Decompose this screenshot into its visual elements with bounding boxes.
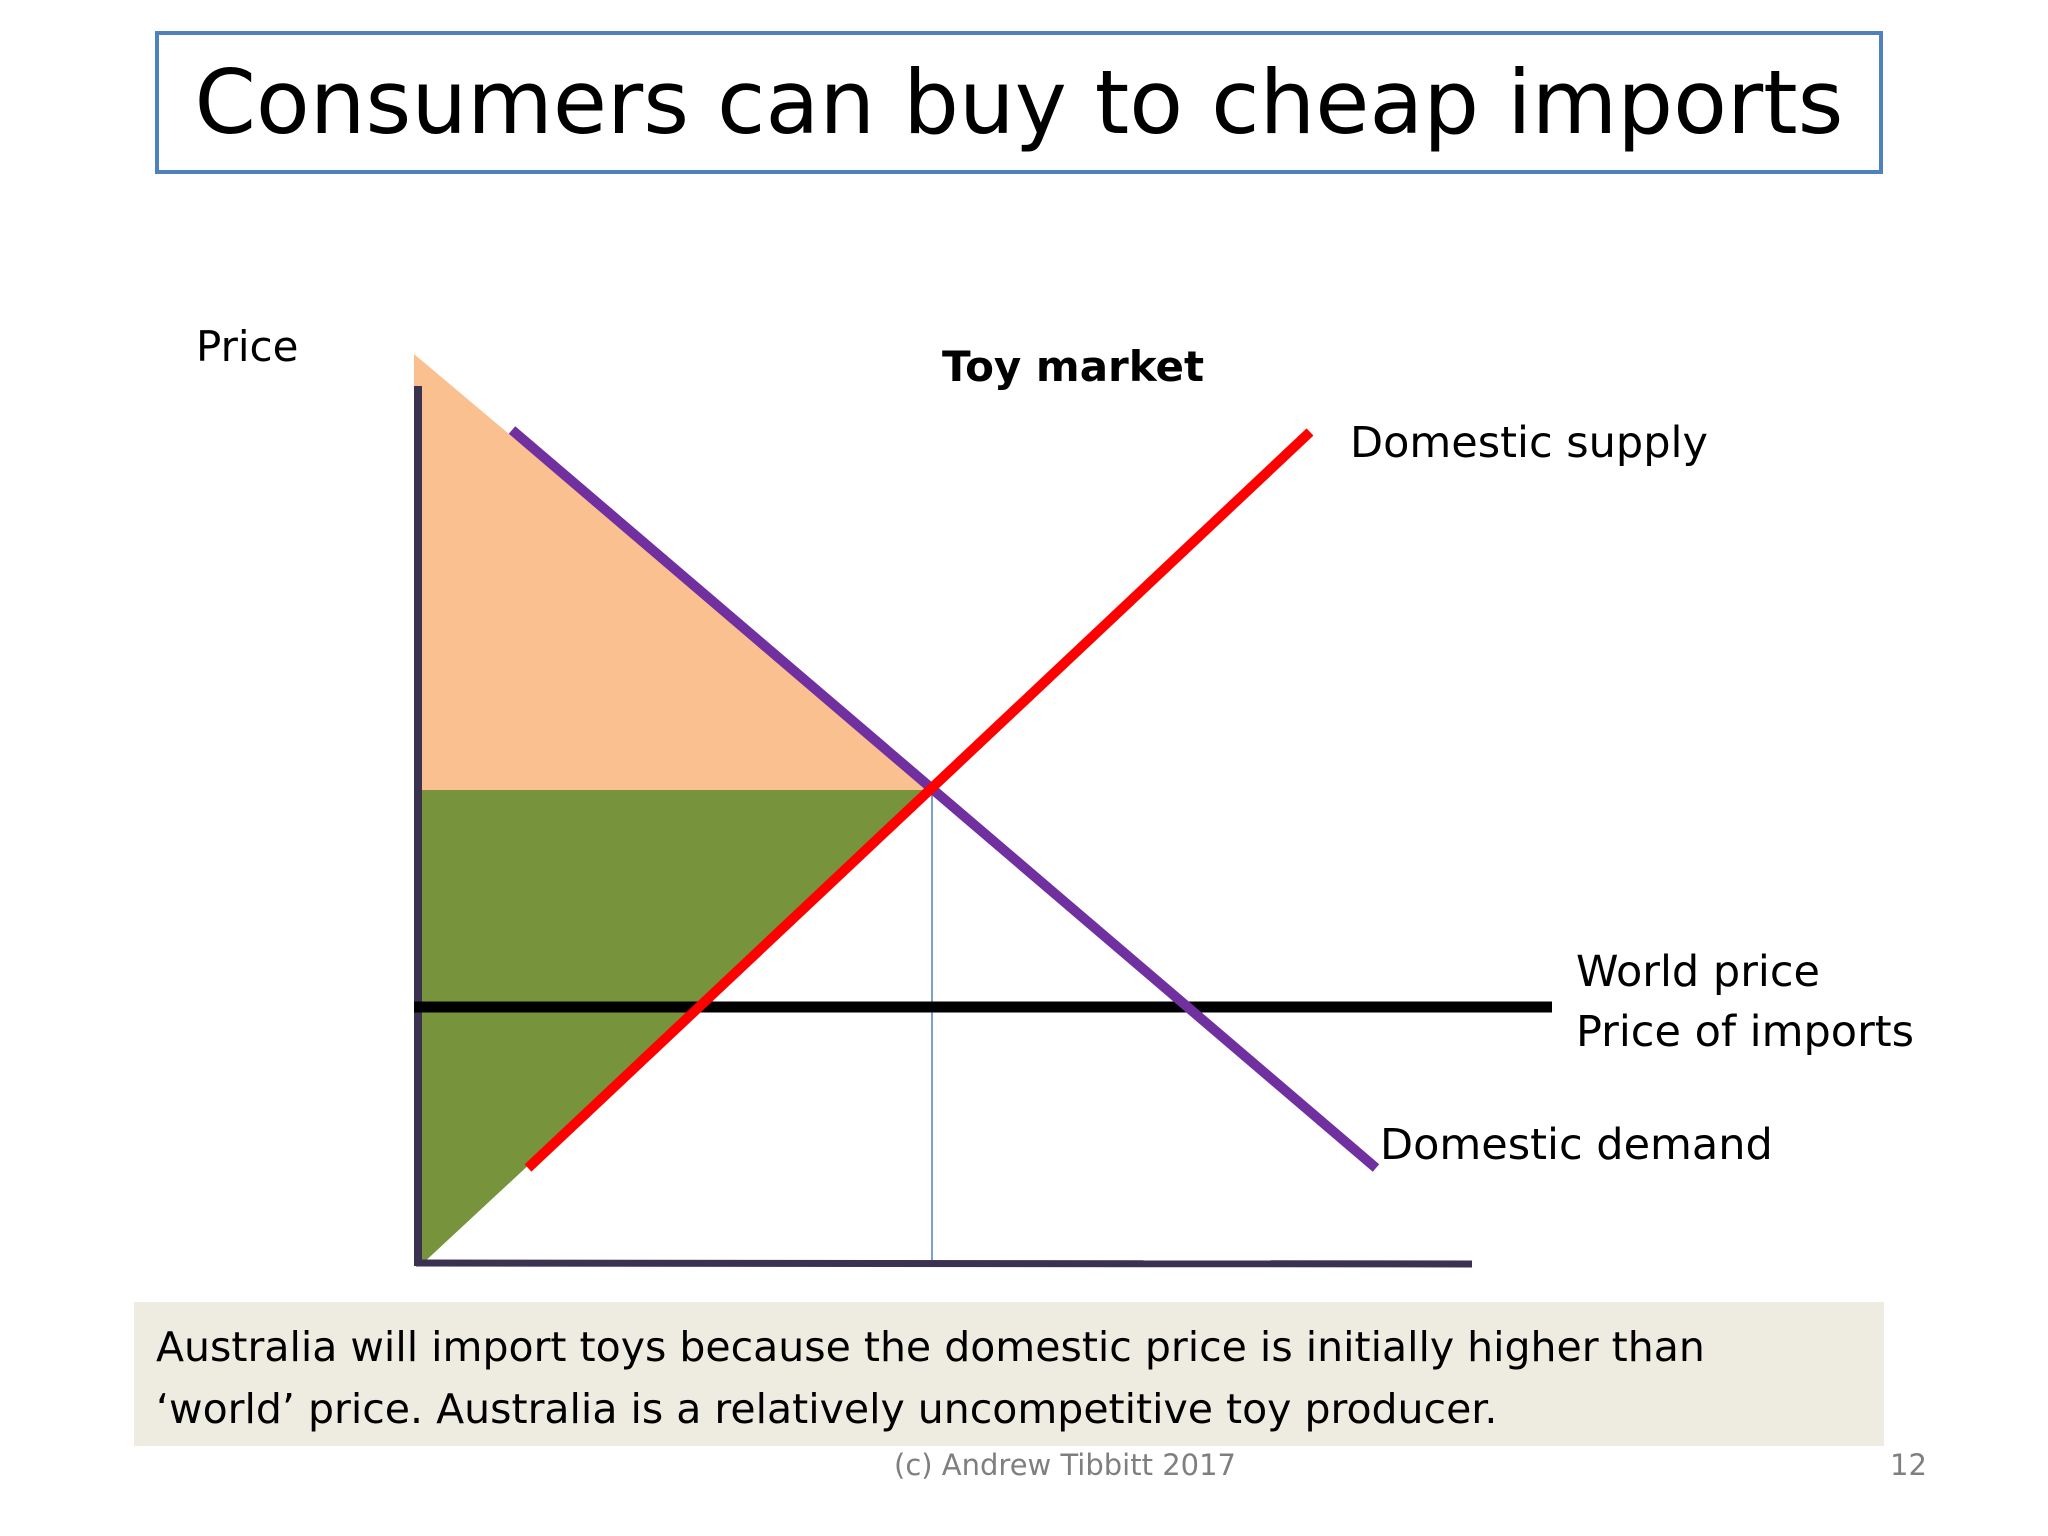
caption-box: Australia will import toys because the d…	[134, 1302, 1884, 1446]
supply-label: Domestic supply	[1350, 418, 1708, 468]
title-box: Consumers can buy to cheap imports	[155, 31, 1883, 174]
diagram-title: Toy market	[942, 342, 1205, 391]
domestic-supply-line	[524, 428, 1314, 1172]
x-axis	[415, 1259, 1473, 1268]
footer-credit: (c) Andrew Tibbitt 2017	[894, 1448, 1236, 1482]
slide-number: 12	[1890, 1448, 1927, 1482]
slide-title: Consumers can buy to cheap imports	[194, 51, 1844, 154]
domestic-demand-line	[508, 426, 1380, 1172]
world-price-label-line2: Price of imports	[1576, 1007, 1915, 1057]
caption-line-2: ‘world’ price. Australia is a relatively…	[156, 1385, 1498, 1433]
world-price-label-line1: World price	[1576, 947, 1820, 997]
caption-line-1: Australia will import toys because the d…	[156, 1323, 1705, 1371]
demand-label: Domestic demand	[1380, 1120, 1773, 1170]
y-axis-label: Price	[196, 322, 299, 371]
world-price-label: World price Price of imports	[1576, 942, 1914, 1062]
